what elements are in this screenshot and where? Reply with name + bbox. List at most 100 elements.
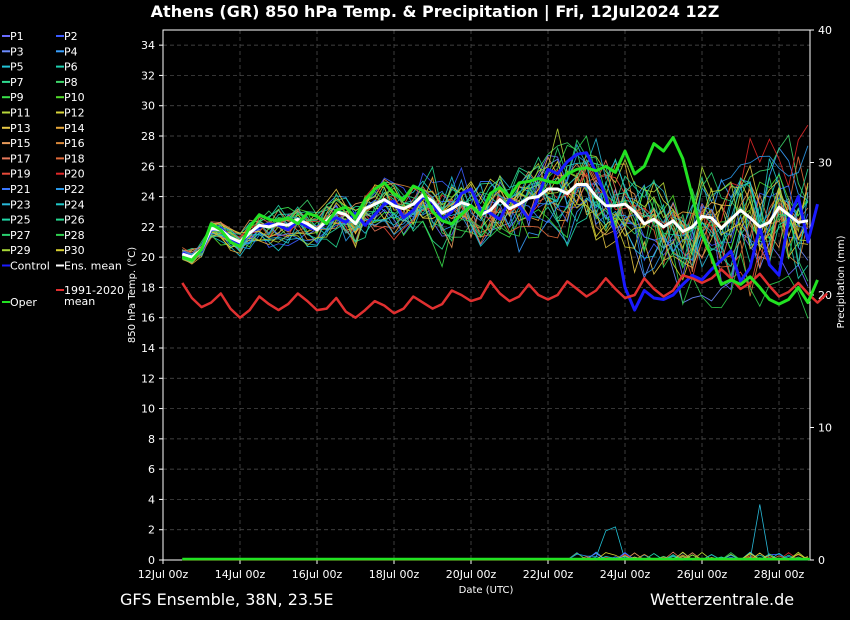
legend-item: P9 [2, 91, 24, 104]
footer-source: GFS Ensemble, 38N, 23.5E [120, 590, 333, 609]
legend-item: P18 [56, 152, 85, 165]
y-tick-label: 28 [141, 130, 155, 143]
y-tick-label: 12 [141, 372, 155, 385]
legend-label: P18 [64, 152, 85, 165]
legend-item: P22 [56, 183, 85, 196]
legend-label: P9 [10, 91, 24, 104]
legend-item: P10 [56, 91, 85, 104]
legend-label: P5 [10, 61, 24, 74]
legend-label: P8 [64, 76, 78, 89]
legend-item: Oper [2, 296, 37, 309]
y-tick-label: 4 [148, 493, 155, 506]
series-line-1991-2020-mean [181, 268, 828, 319]
y-tick-label: 24 [141, 191, 155, 204]
legend-item: P28 [56, 229, 85, 242]
legend-item: P7 [2, 76, 24, 89]
legend-item: P6 [56, 61, 78, 74]
y-tick-label: 20 [141, 251, 155, 264]
legend-label: P26 [64, 214, 85, 227]
legend-item: P17 [2, 152, 31, 165]
legend-item: P19 [2, 168, 31, 181]
legend-item: P5 [2, 61, 24, 74]
legend-label: P27 [10, 229, 31, 242]
legend-label: P2 [64, 30, 78, 43]
legend-item: P14 [56, 122, 85, 135]
x-tick-label: 24Jul 00z [600, 568, 651, 581]
legend-label: P16 [64, 137, 85, 150]
legend-item: P4 [56, 45, 78, 58]
legend-item: P12 [56, 107, 85, 120]
legend-label: P10 [64, 91, 85, 104]
y-tick-label: 34 [141, 39, 155, 52]
legend-item: Ens. mean [56, 260, 122, 273]
x-tick-label: 26Jul 00z [677, 568, 728, 581]
legend-label: Control [10, 260, 50, 273]
legend-label: P15 [10, 137, 31, 150]
x-axis: 12Jul 00z 14Jul 00z 16Jul 00z 18Jul 00z 20Ju… [138, 560, 804, 581]
legend-item: P20 [56, 168, 85, 181]
legend-label: Ens. mean [64, 260, 122, 273]
legend-item: P27 [2, 229, 31, 242]
y-axis-label: 850 hPa Temp. (°C) [127, 247, 138, 343]
legend-item: P24 [56, 198, 85, 211]
x-tick-label: 18Jul 00z [369, 568, 420, 581]
y2-tick-label: 10 [818, 422, 832, 435]
y2-tick-label: 0 [818, 554, 825, 567]
legend-label: P25 [10, 214, 31, 227]
legend-label: P29 [10, 244, 31, 257]
y-tick-label: 16 [141, 312, 155, 325]
member-line-p24 [182, 158, 809, 264]
y-tick-label: 22 [141, 221, 155, 234]
legend-item: Control [2, 260, 50, 273]
y-tick-label: 14 [141, 342, 155, 355]
legend-item: P26 [56, 214, 85, 227]
y-tick-label: 32 [141, 69, 155, 82]
legend-item: P25 [2, 214, 31, 227]
y-tick-label: 8 [148, 433, 155, 446]
legend-label: P1 [10, 30, 24, 43]
x-tick-label: 14Jul 00z [215, 568, 266, 581]
series-line-control [181, 151, 819, 312]
legend-item: P8 [56, 76, 78, 89]
legend-label: P6 [64, 61, 78, 74]
legend-label: P21 [10, 183, 31, 196]
legend-label: P20 [64, 168, 85, 181]
legend-item: P2 [56, 30, 78, 43]
series-line-oper [181, 136, 819, 306]
legend-label: P23 [10, 198, 31, 211]
x-tick-label: 20Jul 00z [446, 568, 497, 581]
legend-label: P24 [64, 198, 85, 211]
legend-item: P30 [56, 244, 85, 257]
member-line-p9 [182, 163, 809, 270]
y-tick-label: 18 [141, 281, 155, 294]
y2-tick-label: 30 [818, 157, 832, 170]
footer-site[interactable]: Wetterzentrale.de [650, 590, 794, 609]
legend-label: P30 [64, 244, 85, 257]
legend: P1 P2 P3 P4 P5 P6 P7 P8 P9 P10 P11 P12 P13 P14 P15 P16 P… [2, 30, 124, 309]
legend-label: P19 [10, 168, 31, 181]
legend-label: 1991-2020 [64, 284, 124, 297]
legend-label: Oper [10, 296, 37, 309]
x-tick-label: 16Jul 00z [292, 568, 343, 581]
legend-label: P22 [64, 183, 85, 196]
member-line-p29 [182, 162, 808, 263]
x-tick-label: 22Jul 00z [523, 568, 574, 581]
legend-item: P15 [2, 137, 31, 150]
legend-item: P23 [2, 198, 31, 211]
legend-label: P28 [64, 229, 85, 242]
series-line-ens-mean [181, 183, 809, 259]
x-axis-label: Date (UTC) [459, 585, 514, 596]
legend-label: P13 [10, 122, 31, 135]
legend-item: P29 [2, 244, 31, 257]
legend-label: P12 [64, 107, 85, 120]
legend-label: P7 [10, 76, 24, 89]
y-tick-label: 2 [148, 524, 155, 537]
precipitation-series [182, 504, 810, 561]
legend-item: P13 [2, 122, 31, 135]
legend-label: P3 [10, 45, 24, 58]
y-tick-label: 6 [148, 463, 155, 476]
